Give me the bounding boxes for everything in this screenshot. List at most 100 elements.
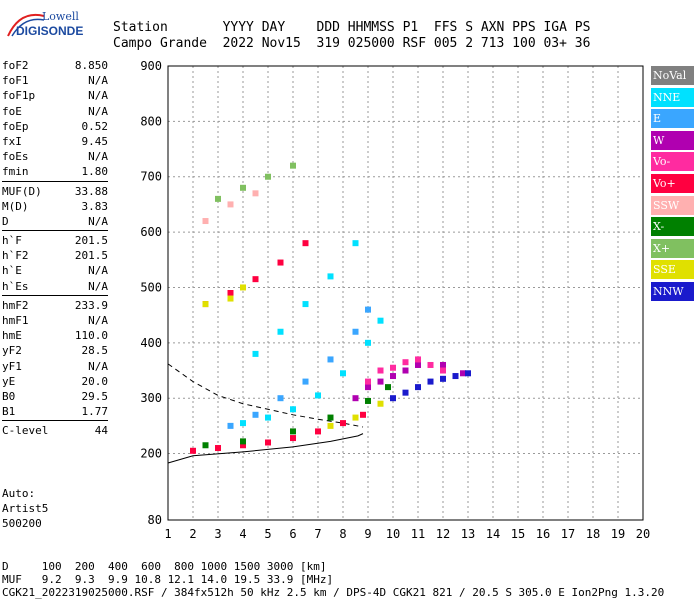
data-point	[265, 439, 271, 446]
data-point	[365, 397, 371, 404]
param-name: h`F2	[2, 249, 29, 263]
param-name: foE	[2, 104, 22, 118]
data-point	[302, 301, 309, 308]
param-name: hmE	[2, 329, 22, 343]
data-point	[252, 276, 259, 283]
data-point	[327, 273, 334, 280]
param-row: foEs N/A	[2, 149, 108, 164]
x-tick-label: 2	[189, 527, 196, 541]
data-point	[302, 378, 309, 385]
header-row-values: Campo Grande 2022 Nov15 319 025000 RSF 0…	[113, 36, 591, 51]
param-value: 44	[94, 424, 108, 438]
data-point	[315, 428, 321, 435]
legend-item-x-: X-	[651, 217, 694, 237]
legend-item-nne: NNE	[651, 87, 694, 107]
x-tick-label: 5	[264, 527, 271, 541]
data-point	[352, 414, 359, 421]
data-point	[352, 240, 359, 247]
param-row: foF1p N/A	[2, 88, 108, 103]
data-point	[265, 173, 271, 180]
param-value: 1.80	[81, 165, 109, 179]
param-name: h`Es	[2, 279, 29, 293]
data-point	[302, 240, 309, 247]
data-point	[240, 284, 246, 291]
legend-item-vo-: Vo-	[651, 152, 694, 172]
station-header: Station YYYY DAY DDD HHMMSS P1 FFS S AXN…	[113, 20, 590, 52]
param-row: foF2 8.850	[2, 58, 108, 73]
data-point	[277, 259, 284, 266]
logo-line1: Lowell	[42, 10, 79, 23]
x-tick-label: 16	[536, 527, 550, 541]
data-point	[240, 438, 246, 445]
param-row: h`E N/A	[2, 263, 108, 278]
param-row: foE N/A	[2, 104, 108, 119]
param-name: M(D)	[2, 199, 29, 213]
y-tick-label: 80	[148, 513, 162, 527]
data-point	[427, 361, 434, 368]
data-point	[240, 184, 246, 191]
param-value: N/A	[88, 89, 108, 103]
data-point	[402, 367, 409, 374]
data-point	[360, 411, 366, 418]
data-point	[465, 370, 471, 377]
param-value: 201.5	[74, 234, 108, 248]
param-row: yE 20.0	[2, 374, 108, 389]
parameter-table: foF2 8.850 foF1 N/A foF1p N/A foE N/A foEp 0.52 fx…	[2, 58, 108, 439]
param-value: 28.5	[81, 344, 109, 358]
data-point	[215, 195, 221, 202]
param-row: hmE 110.0	[2, 328, 108, 343]
data-point	[377, 367, 384, 374]
data-point	[340, 420, 346, 427]
data-point	[227, 290, 234, 296]
y-tick-label: 600	[140, 225, 162, 239]
param-row: D N/A	[2, 214, 108, 229]
data-point	[390, 373, 396, 380]
data-point	[365, 378, 371, 385]
data-point	[252, 411, 259, 418]
param-value: 0.52	[81, 119, 109, 133]
param-value: 8.850	[74, 59, 108, 72]
data-point	[427, 378, 434, 385]
param-value: 233.9	[74, 298, 108, 312]
data-point	[440, 361, 446, 368]
param-value: 33.88	[74, 184, 108, 198]
data-point	[277, 328, 284, 335]
x-tick-label: 15	[511, 527, 525, 541]
data-point	[227, 201, 234, 208]
param-value: N/A	[88, 359, 108, 373]
param-name: B0	[2, 389, 16, 403]
footer: D 100 200 400 600 800 1000 1500 3000 [km…	[2, 560, 664, 599]
x-tick-label: 20	[636, 527, 650, 541]
legend-item-x-: X+	[651, 238, 694, 258]
data-point	[227, 422, 234, 429]
y-tick-label: 900	[140, 59, 162, 73]
x-tick-label: 7	[314, 527, 321, 541]
data-point	[415, 356, 421, 363]
logo-swoosh-icon	[7, 14, 45, 37]
param-value: N/A	[88, 279, 108, 293]
param-name: foEp	[2, 119, 29, 133]
param-value: 20.0	[81, 374, 109, 388]
param-separator	[2, 294, 108, 296]
data-point	[377, 317, 384, 324]
data-point	[440, 375, 446, 382]
param-name: foF1	[2, 74, 29, 88]
param-row: h`F 201.5	[2, 233, 108, 248]
data-point	[390, 395, 396, 402]
param-row: hmF1 N/A	[2, 313, 108, 328]
data-point	[202, 301, 209, 308]
x-tick-label: 17	[561, 527, 575, 541]
param-name: h`E	[2, 264, 22, 278]
plot-frame	[167, 65, 644, 521]
data-point	[290, 162, 296, 169]
data-point	[202, 442, 209, 449]
param-value: 29.5	[81, 389, 109, 403]
x-tick-label: 11	[411, 527, 425, 541]
param-row: h`F2 201.5	[2, 248, 108, 263]
legend-item-noval: NoVal	[651, 66, 694, 85]
param-value: 1.77	[81, 405, 109, 419]
param-row: fxI 9.45	[2, 134, 108, 149]
data-point	[252, 350, 259, 357]
param-value: 3.83	[81, 199, 109, 213]
param-name: MUF(D)	[2, 184, 42, 198]
